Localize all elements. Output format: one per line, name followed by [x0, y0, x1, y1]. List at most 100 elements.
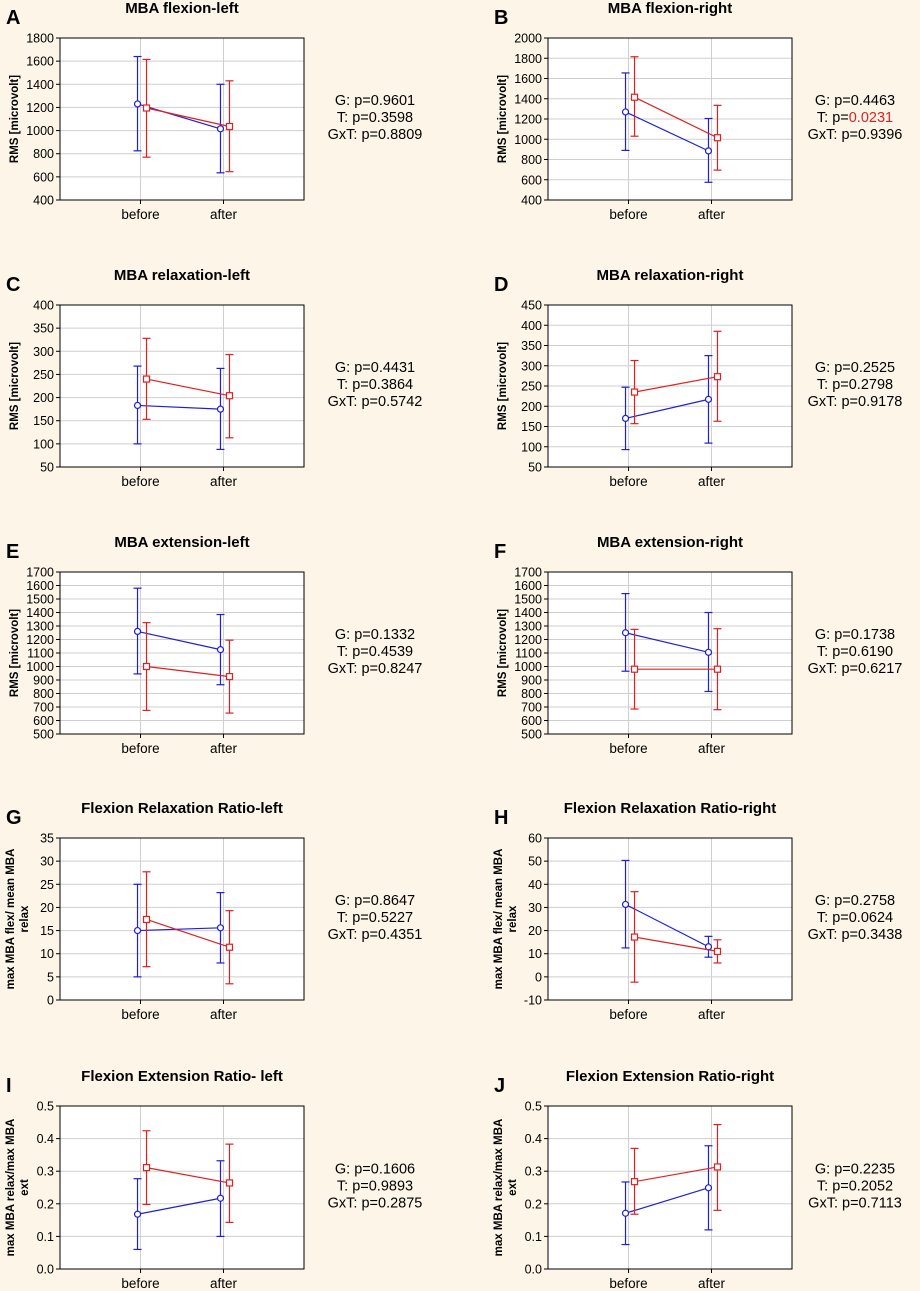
- y-axis-label: relax: [19, 905, 31, 932]
- y-tick-label: 50: [528, 855, 542, 869]
- panel-letter: B: [494, 7, 508, 29]
- x-tick-label: after: [210, 1276, 238, 1291]
- series-group2: [142, 1130, 234, 1223]
- stat-value: 0.2235: [851, 1162, 895, 1178]
- series-line: [625, 111, 709, 152]
- stat-value: 0.2798: [849, 377, 893, 393]
- y-tick-label: 0.2: [525, 1197, 542, 1211]
- y-tick-label: 1600: [26, 55, 54, 69]
- y-tick-label: 150: [33, 414, 54, 428]
- stat-label: GxT: p=: [808, 127, 858, 143]
- series-line: [634, 96, 718, 139]
- y-axis-label: RMS [microvolt]: [497, 342, 509, 430]
- series-group1: [133, 365, 225, 451]
- series-group1: [621, 72, 713, 183]
- x-tick-label: before: [121, 1276, 159, 1291]
- series-group1: [133, 1160, 225, 1251]
- data-point: [713, 1163, 722, 1171]
- y-axis-label: relax: [507, 905, 519, 932]
- data-point: [713, 665, 722, 673]
- stat-value: 0.7113: [859, 1196, 902, 1212]
- y-tick-label: 900: [521, 674, 542, 688]
- stat-value: 0.3598: [369, 110, 413, 126]
- x-tick-label: before: [121, 1007, 159, 1022]
- y-tick-label: 1000: [26, 124, 54, 138]
- stat-t: T: p=0.9893: [337, 1179, 413, 1195]
- stat-value: 0.4463: [851, 93, 895, 109]
- data-point: [713, 373, 722, 381]
- y-tick-label: 600: [521, 173, 542, 187]
- stat-t: T: p=0.2798: [817, 377, 893, 393]
- series-line: [634, 1166, 718, 1183]
- stat-t: T: p=0.0231: [817, 110, 893, 126]
- series-line: [625, 903, 709, 948]
- stat-value: 0.9396: [858, 127, 902, 143]
- plot-frame: [59, 571, 305, 735]
- x-tick-label: before: [121, 207, 159, 222]
- y-tick-label: 1400: [514, 92, 542, 106]
- stat-value: 0.5742: [378, 394, 422, 410]
- y-tick-label: 2000: [514, 32, 542, 46]
- y-tick-label: 1800: [26, 32, 54, 46]
- series-line: [625, 632, 709, 653]
- plot-area: [548, 1106, 792, 1269]
- chart-title: MBA extension-left: [114, 534, 249, 551]
- stat-g: G: p=0.9601: [335, 93, 415, 109]
- x-tick-label: after: [210, 474, 238, 489]
- stat-t: T: p=0.3598: [337, 110, 413, 126]
- y-tick-label: 800: [521, 687, 542, 701]
- y-tick-label: 350: [33, 322, 54, 336]
- series-group1: [621, 592, 713, 693]
- panel-letter: C: [6, 274, 20, 296]
- y-tick-label: 1600: [514, 579, 542, 593]
- data-point: [142, 104, 151, 112]
- y-tick-label: 200: [33, 391, 54, 405]
- data-point: [621, 900, 630, 909]
- y-tick-label: 0.2: [37, 1197, 54, 1211]
- series-line: [137, 404, 221, 410]
- y-tick-label: 450: [521, 299, 542, 313]
- y-tick-label: 1300: [26, 620, 54, 634]
- panel-letter: G: [6, 807, 22, 829]
- stat-label: G: p=: [815, 627, 851, 643]
- y-tick-label: 150: [521, 420, 542, 434]
- data-point: [704, 1184, 713, 1192]
- y-tick-label: 1200: [26, 633, 54, 647]
- stat-value: 0.5227: [369, 910, 413, 926]
- y-tick-label: 1500: [26, 593, 54, 607]
- stat-gxt: GxT: p=0.8247: [328, 661, 423, 677]
- stat-label: G: p=: [815, 93, 851, 109]
- stat-t: T: p=0.4539: [337, 644, 413, 660]
- y-tick-label: 1200: [514, 113, 542, 127]
- data-point: [704, 648, 713, 656]
- stat-label: G: p=: [335, 893, 371, 909]
- stat-label: T: p=: [817, 1179, 849, 1195]
- stat-gxt: GxT: p=0.4351: [328, 927, 423, 943]
- data-point: [621, 629, 630, 637]
- data-point: [142, 662, 151, 671]
- y-tick-label: 800: [33, 147, 54, 161]
- y-tick-label: 1200: [26, 101, 54, 115]
- stat-label: T: p=: [337, 910, 369, 926]
- stat-gxt: GxT: p=0.9396: [808, 127, 903, 143]
- stat-label: G: p=: [815, 1162, 851, 1178]
- y-axis-label: RMS [microvolt]: [9, 342, 21, 430]
- y-tick-label: 1400: [26, 606, 54, 620]
- panel-letter: A: [6, 7, 20, 29]
- y-tick-label: 0.3: [37, 1165, 54, 1179]
- panel-f: F MBA extension-right50060070080090010001…: [494, 534, 902, 756]
- panel-letter: D: [494, 274, 508, 296]
- stat-label: GxT: p=: [328, 394, 378, 410]
- plot-frame: [547, 37, 793, 201]
- stat-gxt: GxT: p=0.7113: [808, 1196, 902, 1212]
- series-group2: [630, 1123, 722, 1215]
- y-tick-label: 0.1: [525, 1230, 542, 1244]
- stat-value: 0.3864: [369, 377, 413, 393]
- chart-title: Flexion Relaxation Ratio-right: [564, 800, 777, 817]
- data-point: [621, 1209, 630, 1217]
- chart-title: MBA relaxation-left: [114, 267, 250, 284]
- y-tick-label: 400: [33, 194, 54, 208]
- chart-title: MBA relaxation-right: [597, 267, 744, 284]
- data-point: [713, 947, 722, 956]
